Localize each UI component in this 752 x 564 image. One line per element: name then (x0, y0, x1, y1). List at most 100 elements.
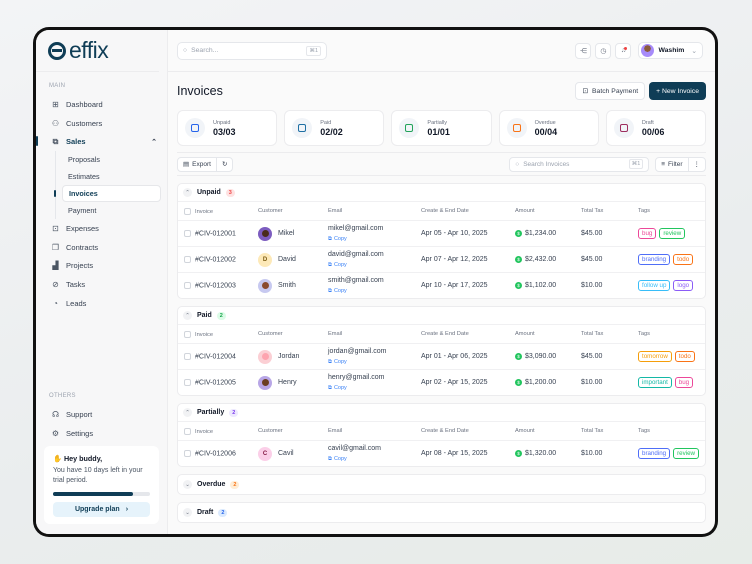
tag-badge[interactable]: branding (638, 448, 671, 459)
user-menu[interactable]: Washim ⌄ (638, 42, 703, 59)
copy-label: Copy (333, 384, 347, 391)
table-row[interactable]: #CIV-012002 D David david@gmail.com ⧉ Copy Apr… (178, 246, 705, 272)
tag-badge[interactable]: bug (638, 228, 657, 239)
batch-payment-button[interactable]: ⊡ Batch Payment (575, 82, 646, 100)
chevron-up-icon[interactable]: ⌃ (183, 311, 192, 320)
stat-card-overdue[interactable]: Overdue 00/04 (498, 110, 599, 146)
table-row[interactable]: #CIV-012006 C Cavil cavil@gmail.com ⧉ Copy Apr… (178, 440, 705, 466)
sidebar-item-leads[interactable]: ◔ Leads (48, 294, 161, 313)
row-checkbox[interactable] (184, 449, 191, 457)
export-button[interactable]: ▤ Export (178, 158, 216, 171)
group-unpaid: ⌃ Unpaid 3 Invoice Customer Email Create & End… (177, 183, 706, 299)
sidebar-item-dashboard[interactable]: ⊞ Dashboard (48, 95, 161, 114)
refresh-button[interactable]: ↻ (215, 157, 232, 171)
copy-email-button[interactable]: ⧉ Copy (328, 383, 421, 393)
users-icon: ⚇ (51, 118, 60, 128)
invoice-id[interactable]: #CIV-012005 (195, 379, 236, 387)
tag-badge[interactable]: todo (674, 351, 695, 362)
sidebar-item-label: Customers (66, 118, 103, 128)
column-header: Tags (638, 208, 705, 214)
group-header[interactable]: ⌃ Partially 2 (178, 404, 705, 421)
sidebar-item-customers[interactable]: ⚇ Customers (48, 114, 161, 133)
copy-email-button[interactable]: ⧉ Copy (328, 260, 421, 270)
table-row[interactable]: #CIV-012001 Mikel mikel@gmail.com ⧉ Copy Apr … (178, 220, 705, 246)
tag-badge[interactable]: review (659, 228, 686, 239)
copy-email-button[interactable]: ⧉ Copy (328, 234, 421, 244)
column-label: Amount (515, 208, 535, 214)
refresh-icon: ↻ (221, 161, 228, 168)
sidebar-item-label: Tasks (66, 279, 86, 289)
table-row[interactable]: #CIV-012004 Jordan jordan@gmail.com ⧉ Copy Ap… (178, 343, 705, 369)
row-checkbox[interactable] (184, 229, 191, 237)
logo[interactable]: effix (36, 30, 159, 72)
select-all-checkbox[interactable] (184, 330, 191, 338)
tag-badge[interactable]: logo (673, 280, 694, 291)
global-search-input[interactable]: ○ Search... ⌘1 (177, 41, 327, 60)
stat-card-partially[interactable]: Partially 01/01 (391, 110, 492, 146)
tag-badge[interactable]: branding (638, 254, 671, 265)
more-options-button[interactable]: ⋮ (687, 157, 706, 171)
chevron-down-icon[interactable]: ⌄ (183, 480, 192, 489)
sidebar-item-settings[interactable]: ⚙ Settings (48, 424, 161, 443)
invoice-id[interactable]: #CIV-012006 (195, 450, 236, 458)
invoice-id[interactable]: #CIV-012003 (195, 282, 236, 290)
invoice-id[interactable]: #CIV-012004 (195, 353, 236, 361)
chevron-up-icon[interactable]: ⌃ (183, 408, 192, 417)
row-checkbox[interactable] (184, 255, 191, 263)
column-header[interactable]: Invoice (184, 330, 258, 338)
sidebar-item-expenses[interactable]: ⊡ Expenses (48, 219, 161, 238)
group-header[interactable]: ⌃ Paid 2 (178, 307, 705, 324)
filter-button[interactable]: ≡ Filter (656, 158, 687, 171)
chevron-up-icon[interactable]: ⌃ (183, 188, 192, 197)
stat-card-draft[interactable]: Draft 00/06 (605, 110, 707, 146)
sidebar-subitem-proposals[interactable]: Proposals (68, 155, 100, 165)
row-checkbox[interactable] (184, 378, 191, 386)
upgrade-plan-button[interactable]: Upgrade plan › (53, 502, 150, 517)
sidebar-item-projects[interactable]: ▟ Projects (48, 256, 161, 275)
sidebar-item-sales[interactable]: ⧉ Sales ⌃ (36, 132, 161, 151)
sidebar-item-tasks[interactable]: ⊘ Tasks (48, 275, 161, 294)
column-header[interactable]: Invoice (184, 427, 258, 435)
tags: important bug (638, 377, 705, 388)
overdue-status-icon (506, 118, 527, 138)
table-row[interactable]: #CIV-012003 Smith smith@gmail.com ⧉ Copy Apr … (178, 272, 705, 298)
group-header[interactable]: ⌄ Overdue 2 (178, 475, 705, 494)
copy-label: Copy (333, 261, 347, 268)
stat-card-paid[interactable]: Paid 02/02 (284, 110, 385, 146)
tag-badge[interactable]: follow up (638, 280, 671, 291)
sidebar-subitem-estimates[interactable]: Estimates (68, 172, 100, 182)
row-checkbox[interactable] (184, 352, 191, 360)
copy-email-button[interactable]: ⧉ Copy (328, 286, 421, 296)
dollar-icon: $ (515, 230, 522, 237)
new-invoice-button[interactable]: + New Invoice (649, 82, 706, 100)
invoice-id[interactable]: #CIV-012001 (195, 230, 236, 238)
tag-badge[interactable]: bug (674, 377, 694, 388)
share-button[interactable]: ⋲ (575, 42, 592, 59)
row-checkbox[interactable] (184, 281, 191, 289)
chevron-down-icon[interactable]: ⌄ (183, 508, 192, 517)
sidebar-item-support[interactable]: ☊ Support (48, 405, 161, 424)
tag-badge[interactable]: review (673, 448, 699, 459)
sidebar-subitem-payment[interactable]: Payment (68, 206, 97, 216)
invoice-id[interactable]: #CIV-012002 (195, 256, 236, 264)
tag-badge[interactable]: tomorrow (638, 351, 672, 362)
notifications-button[interactable]: ♫ (615, 42, 632, 59)
group-header[interactable]: ⌃ Unpaid 3 (178, 184, 705, 201)
group-header[interactable]: ⌄ Draft 2 (178, 503, 705, 522)
invoice-search-input[interactable]: ○ Search Invoices ⌘1 (509, 156, 650, 172)
select-all-checkbox[interactable] (184, 427, 191, 435)
stat-card-unpaid[interactable]: Unpaid 03/03 (177, 110, 278, 146)
stat-label: Unpaid (213, 119, 231, 126)
sales-icon: ⧉ (52, 136, 59, 146)
sidebar-item-contracts[interactable]: ❐ Contracts (48, 238, 161, 257)
copy-email-button[interactable]: ⧉ Copy (328, 357, 421, 367)
history-button[interactable]: ◷ (595, 42, 612, 59)
sidebar-subitem-invoices[interactable]: Invoices (54, 185, 161, 203)
column-header[interactable]: Invoice (184, 207, 258, 215)
table-row[interactable]: #CIV-012005 Henry henry@gmail.com ⧉ Copy Apr … (178, 369, 705, 395)
chevron-up-icon[interactable]: ⌃ (151, 138, 157, 146)
tag-badge[interactable]: todo (673, 254, 694, 265)
copy-email-button[interactable]: ⧉ Copy (328, 454, 421, 464)
select-all-checkbox[interactable] (184, 207, 191, 215)
tag-badge[interactable]: important (638, 377, 672, 388)
